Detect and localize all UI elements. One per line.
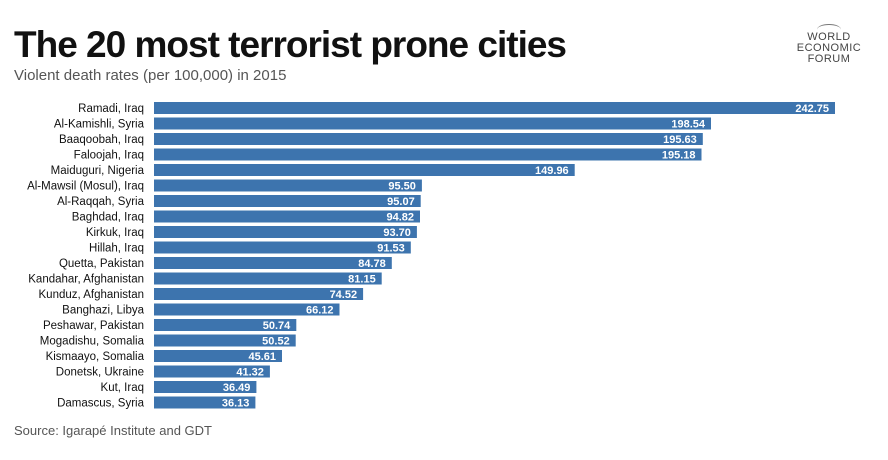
bar [154, 117, 711, 130]
bar [154, 226, 417, 238]
bar [154, 210, 420, 223]
category-label: Al-Mawsil (Mosul), Iraq [27, 181, 144, 193]
value-label: 198.54 [671, 119, 706, 131]
category-label: Kismaayo, Somalia [46, 351, 145, 363]
value-label: 91.53 [377, 243, 405, 255]
value-label: 242.75 [795, 103, 829, 115]
category-label: Peshawar, Pakistan [43, 320, 144, 332]
value-label: 81.15 [348, 274, 376, 286]
bar [154, 381, 257, 393]
bar [154, 133, 703, 145]
logo-line-3: FORUM [807, 53, 851, 65]
bar [154, 164, 575, 176]
chart-subtitle: Violent death rates (per 100,000) in 201… [14, 67, 287, 84]
wef-logo: WORLD ECONOMIC FORUM [790, 24, 868, 65]
bar-chart: Ramadi, Iraq 242.75 Al-Kamishli, Syria 198.… [27, 102, 835, 410]
category-label: Al-Kamishli, Syria [54, 119, 145, 131]
category-label: Damascus, Syria [57, 398, 145, 410]
logo-arc-icon [817, 24, 841, 35]
category-label: Mogadishu, Somalia [40, 336, 145, 348]
bar [154, 365, 270, 378]
bar [154, 272, 382, 285]
category-label: Maiduguri, Nigeria [51, 165, 145, 177]
bar [154, 319, 297, 331]
category-label: Baghdad, Iraq [72, 212, 144, 224]
value-label: 94.82 [386, 212, 414, 224]
bar [154, 350, 282, 362]
category-label: Kut, Iraq [101, 382, 144, 394]
category-label: Al-Raqqah, Syria [57, 196, 145, 208]
value-label: 41.32 [236, 367, 264, 379]
bar [154, 195, 421, 207]
value-label: 84.78 [358, 258, 386, 270]
value-label: 195.63 [663, 134, 697, 146]
category-label: Faloojah, Iraq [74, 150, 144, 162]
category-label: Baaqoobah, Iraq [59, 134, 144, 146]
value-label: 95.07 [387, 196, 415, 208]
category-label: Kandahar, Afghanistan [28, 274, 144, 286]
bar [154, 288, 364, 300]
bar [154, 257, 392, 269]
value-label: 66.12 [306, 305, 334, 317]
value-label: 45.61 [248, 351, 276, 363]
value-label: 50.52 [262, 336, 290, 348]
chart-source: Source: Igarapé Institute and GDT [14, 423, 212, 438]
bar [154, 396, 256, 409]
value-label: 93.70 [383, 227, 411, 239]
chart-title: The 20 most terrorist prone cities [14, 24, 567, 65]
category-label: Quetta, Pakistan [59, 258, 144, 270]
value-label: 36.13 [222, 398, 250, 410]
logo-line-1: WORLD [807, 31, 851, 43]
bar [154, 102, 835, 114]
bar [154, 241, 411, 254]
category-label: Banghazi, Libya [62, 305, 144, 317]
category-label: Kirkuk, Iraq [86, 227, 144, 239]
value-label: 50.74 [263, 320, 291, 332]
value-label: 74.52 [330, 289, 358, 301]
category-label: Hillah, Iraq [89, 243, 144, 255]
value-label: 149.96 [535, 165, 569, 177]
bar [154, 334, 296, 347]
bar [154, 303, 340, 316]
value-label: 95.50 [388, 181, 416, 193]
category-label: Ramadi, Iraq [78, 103, 144, 115]
bar [154, 148, 702, 161]
value-label: 36.49 [223, 382, 251, 394]
value-label: 195.18 [662, 150, 696, 162]
category-label: Kunduz, Afghanistan [39, 289, 145, 301]
category-label: Donetsk, Ukraine [56, 367, 144, 379]
bar [154, 179, 422, 192]
logo-line-2: ECONOMIC [796, 42, 862, 54]
